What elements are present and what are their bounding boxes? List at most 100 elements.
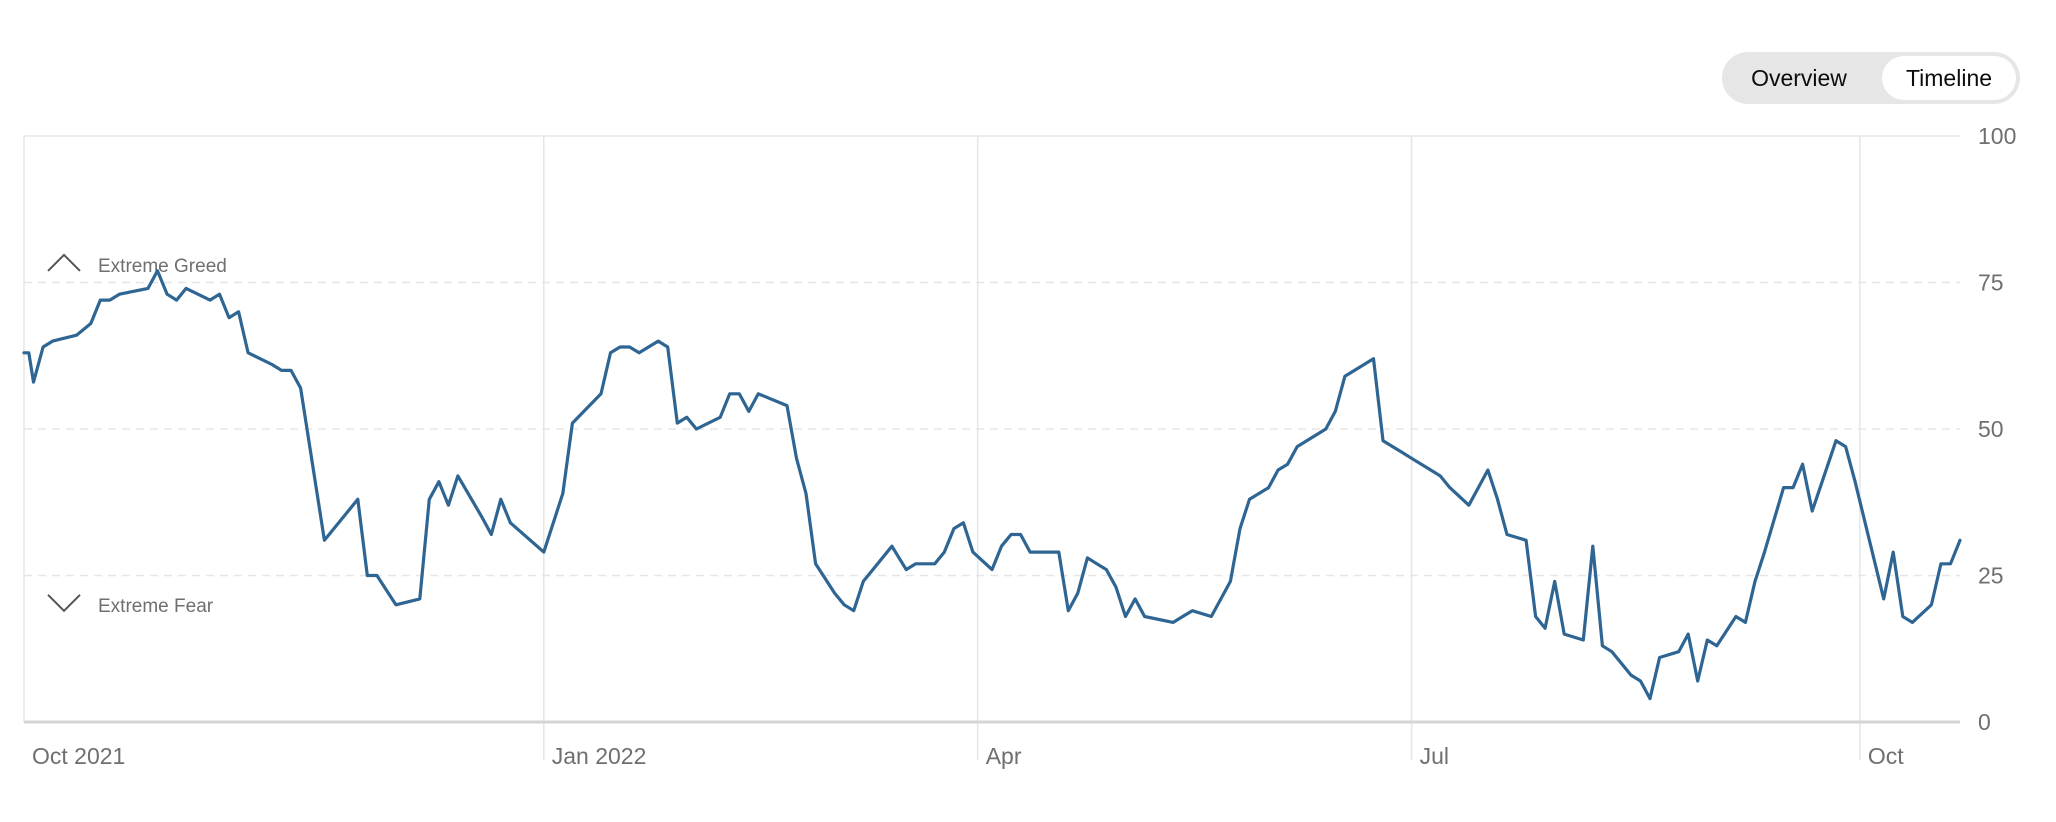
data-point — [795, 457, 798, 460]
data-point — [246, 351, 250, 354]
data-point — [218, 293, 221, 296]
data-point — [843, 603, 846, 606]
data-point — [165, 293, 169, 296]
series-layer — [22, 269, 1962, 701]
data-point — [728, 392, 731, 395]
data-point — [1677, 650, 1680, 653]
data-point — [1391, 445, 1394, 448]
data-point — [943, 550, 946, 554]
data-point — [657, 339, 660, 343]
data-point — [637, 351, 641, 354]
data-point — [175, 298, 178, 302]
data-point — [1000, 545, 1003, 548]
data-point — [962, 521, 965, 524]
data-point — [1095, 562, 1099, 565]
data-point — [618, 345, 622, 349]
data-point — [990, 568, 994, 571]
data-point — [747, 410, 750, 413]
data-point — [1267, 486, 1270, 489]
data-point — [933, 562, 936, 565]
series-line — [22, 269, 1962, 701]
data-point — [41, 345, 45, 349]
data-point — [289, 369, 293, 372]
data-point — [1911, 621, 1914, 624]
data-point — [375, 574, 379, 577]
data-point — [1930, 603, 1933, 606]
data-point — [1334, 410, 1337, 413]
data-point — [1901, 615, 1905, 618]
data-point — [1381, 439, 1385, 442]
data-point — [1410, 457, 1413, 460]
data-point — [1372, 357, 1375, 360]
data-point — [1949, 562, 1952, 565]
data-point — [814, 562, 817, 565]
data-point — [666, 345, 669, 349]
data-point — [599, 392, 603, 395]
x-tick-label: Oct — [1868, 743, 1904, 769]
x-tick-label: Apr — [986, 743, 1022, 769]
data-point — [862, 580, 865, 583]
data-point — [1696, 679, 1699, 683]
data-point — [1610, 650, 1614, 653]
data-point — [1853, 480, 1857, 483]
data-point — [804, 492, 808, 495]
data-point — [270, 363, 274, 366]
data-point — [356, 498, 359, 501]
data-point — [490, 533, 493, 536]
data-point — [1477, 486, 1480, 489]
data-point — [208, 298, 212, 302]
data-point — [323, 539, 326, 542]
data-point — [437, 480, 441, 483]
data-point — [1553, 580, 1556, 583]
data-point — [1591, 545, 1595, 548]
data-point — [561, 492, 564, 495]
grid-layer — [23, 135, 1960, 760]
data-point — [509, 521, 512, 524]
data-point — [1958, 539, 1962, 542]
data-point — [1343, 375, 1347, 378]
data-point — [118, 293, 121, 296]
extreme-fear-label: Extreme Fear — [98, 596, 214, 617]
data-point — [1467, 504, 1471, 507]
data-point — [394, 603, 398, 606]
data-point — [1844, 445, 1847, 448]
data-point — [22, 351, 26, 354]
data-point — [905, 568, 908, 571]
data-point — [628, 345, 631, 349]
data-point — [1448, 486, 1452, 489]
overview-toggle-button[interactable]: Overview — [1751, 65, 1847, 91]
extreme-greed-label: Extreme Greed — [98, 256, 227, 277]
data-point — [1763, 550, 1766, 554]
data-point — [51, 339, 54, 343]
timeline-toggle-button[interactable]: Timeline — [1882, 56, 2016, 100]
axis-layer: 0 25 50 75 100 Oct 2021 Jan 2022 Apr Jul Oct — [24, 123, 2016, 769]
data-point — [418, 597, 421, 601]
data-point — [1076, 591, 1080, 595]
data-point — [1124, 615, 1127, 618]
annotation-layer: Extreme Greed Extreme Fear — [47, 253, 227, 617]
data-point — [1009, 533, 1013, 536]
data-point — [1734, 615, 1738, 618]
data-point — [1114, 586, 1118, 589]
y-tick-label: 25 — [1978, 563, 2004, 589]
data-point — [1315, 433, 1318, 437]
data-point — [184, 287, 188, 290]
data-point — [1057, 550, 1061, 554]
data-point — [1276, 468, 1280, 472]
data-point — [1086, 556, 1089, 560]
data-point — [914, 562, 917, 565]
data-point — [75, 334, 78, 337]
data-point — [1181, 615, 1184, 618]
data-point — [1582, 638, 1585, 642]
data-point — [1400, 451, 1404, 454]
data-point — [1648, 697, 1652, 700]
data-point — [32, 380, 35, 384]
data-point — [1834, 439, 1838, 442]
data-point — [1324, 427, 1328, 431]
data-point — [785, 404, 789, 407]
data-point — [1133, 597, 1137, 601]
data-point — [1248, 498, 1251, 501]
y-tick-label: 75 — [1978, 270, 2004, 296]
y-tick-label: 100 — [1978, 123, 2016, 149]
